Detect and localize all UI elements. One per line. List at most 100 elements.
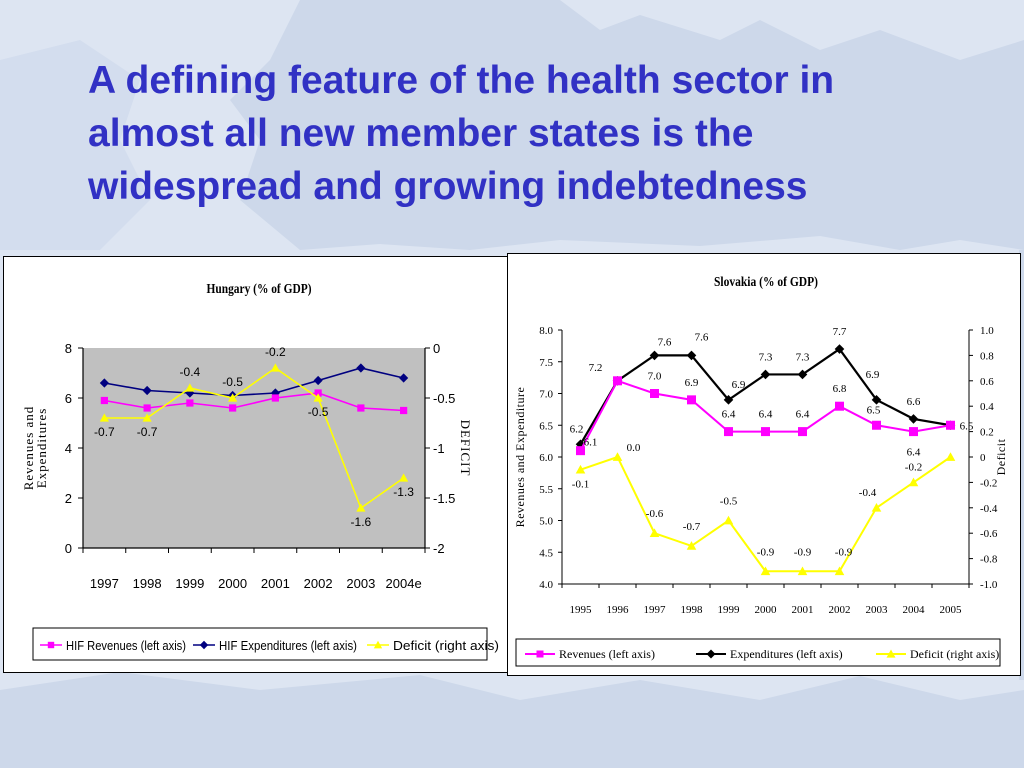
slovakia-data-label: -0.7 <box>683 521 701 533</box>
slovakia-data-label: 6.8 <box>833 383 847 395</box>
slovakia-data-point <box>872 420 881 430</box>
hungary-data-point <box>185 383 195 392</box>
hungary-legend-marker <box>47 641 55 649</box>
slovakia-data-point <box>576 446 585 456</box>
slovakia-data-label: -0.9 <box>835 546 853 558</box>
slovakia-right-tick-label: -1.0 <box>980 579 998 591</box>
hungary-x-tick-label: 2001 <box>261 576 290 591</box>
slovakia-data-point <box>724 427 733 437</box>
hungary-data-point <box>186 399 194 407</box>
slovakia-data-point <box>613 376 622 386</box>
hungary-legend-label: HIF Expenditures (left axis) <box>219 638 357 653</box>
slovakia-data-point <box>612 452 623 461</box>
slovakia-left-tick-label: 4.0 <box>539 579 553 591</box>
hungary-legend-marker <box>199 640 209 650</box>
slovakia-data-label: 7.6 <box>695 331 709 343</box>
slovakia-data-label: 6.1 <box>584 437 598 449</box>
slovakia-left-tick-label: 5.0 <box>539 516 553 528</box>
hungary-x-tick-label: 2000 <box>218 576 247 591</box>
slovakia-data-label: 6.5 <box>960 420 974 432</box>
slovakia-right-tick-label: -0.6 <box>980 528 998 540</box>
hungary-data-point <box>357 404 365 412</box>
slovakia-left-tick-label: 6.0 <box>539 452 553 464</box>
hungary-data-point <box>100 396 108 405</box>
hungary-data-point <box>99 413 109 422</box>
slovakia-data-label: 6.4 <box>722 409 736 421</box>
slovakia-x-tick-label: 2003 <box>866 604 889 616</box>
slovakia-x-tick-label: 1997 <box>644 604 667 616</box>
hungary-right-tick-label: -0.5 <box>433 391 455 406</box>
slovakia-legend-marker <box>886 649 896 658</box>
slovakia-chart-svg: Slovakia (% of GDP) 4.0 4.5 5.0 5.5 6.0 6.5 7.0… <box>513 275 1008 667</box>
slovakia-data-point <box>575 464 586 474</box>
hungary-chart-title: Hungary (% of GDP) <box>207 282 312 297</box>
slovakia-data-label: 7.6 <box>658 336 672 348</box>
slovakia-x-tick-label: 2000 <box>755 604 778 616</box>
slovakia-legend-marker <box>706 649 716 659</box>
slovakia-data-label: 6.9 <box>685 377 699 389</box>
slovakia-left-tick-label: 5.5 <box>539 484 553 496</box>
slovakia-data-point <box>797 566 808 576</box>
slovakia-x-tick-label: 2004 <box>903 604 926 616</box>
slovakia-left-tick-label: 7.0 <box>539 389 553 401</box>
hungary-data-label: -0.5 <box>308 405 329 419</box>
hungary-left-tick-label: 4 <box>65 441 72 456</box>
slovakia-data-label: 6.4 <box>907 447 921 459</box>
hungary-x-tick-label: 2003 <box>346 576 375 591</box>
hungary-y-axis-title-line2: Expenditures <box>34 408 49 489</box>
slovakia-legend-label: Expenditures (left axis) <box>730 647 843 661</box>
hungary-data-point <box>229 404 237 412</box>
slovakia-data-point <box>723 515 734 525</box>
hungary-left-tick-label: 6 <box>65 391 72 406</box>
slovakia-right-tick-label: -0.4 <box>980 503 998 515</box>
hungary-x-tick-label: 1999 <box>175 576 204 591</box>
hungary-y-axis-title: Revenues and <box>21 406 36 491</box>
hungary-data-point <box>143 404 151 412</box>
slovakia-data-label: 6.9 <box>732 379 746 391</box>
slovakia-right-tick-label: -0.8 <box>980 554 998 566</box>
hungary-data-point <box>313 375 323 386</box>
hungary-legend-marker <box>373 640 383 649</box>
hungary-right-tick-label: 0 <box>433 341 440 356</box>
slovakia-data-point <box>871 503 882 512</box>
hungary-legend-box <box>32 627 488 661</box>
slovakia-data-point <box>834 566 845 576</box>
hungary-plot-area <box>83 348 425 548</box>
slovakia-y2-axis-title: Deficit <box>994 438 1008 475</box>
slovakia-data-label: 6.4 <box>796 409 810 421</box>
slovakia-data-point <box>946 420 955 430</box>
hungary-series-line <box>104 392 404 412</box>
slovakia-data-point <box>761 427 770 437</box>
hungary-data-label: -0.7 <box>137 425 158 439</box>
slovakia-data-point <box>687 395 696 405</box>
slovakia-right-tick-label: 0.2 <box>980 427 994 439</box>
slovakia-data-label: 0.0 <box>627 442 641 454</box>
hungary-series-line <box>104 367 404 397</box>
slovakia-x-tick-label: 1995 <box>570 604 593 616</box>
map-landmass-north <box>230 0 1024 250</box>
hungary-left-tick-label: 2 <box>65 491 72 506</box>
slovakia-data-point <box>649 528 660 538</box>
hungary-data-label: -0.5 <box>222 375 243 389</box>
hungary-right-tick-label: -1.5 <box>433 491 455 506</box>
slovakia-data-label: 6.9 <box>866 369 880 381</box>
slovakia-chart-title: Slovakia (% of GDP) <box>714 275 818 290</box>
slovakia-x-tick-label: 2005 <box>940 604 963 616</box>
slovakia-right-tick-label: 0 <box>980 452 986 464</box>
slovakia-data-label: -0.9 <box>794 546 812 558</box>
slovakia-data-point <box>945 452 956 461</box>
slovakia-data-point <box>650 389 659 398</box>
slovakia-data-point <box>760 566 771 576</box>
hungary-x-tick-label: 2002 <box>304 576 333 591</box>
hungary-data-point <box>314 389 322 397</box>
hungary-data-label: -0.2 <box>265 345 286 359</box>
hungary-right-tick-label: -2 <box>433 541 445 556</box>
hungary-data-point <box>313 393 323 402</box>
slovakia-left-tick-label: 4.5 <box>539 547 553 559</box>
hungary-data-point <box>142 413 152 422</box>
hungary-data-label: -0.4 <box>180 365 201 379</box>
hungary-legend-label: Deficit (right axis) <box>393 638 499 653</box>
hungary-x-tick-label: 2004e <box>386 576 422 591</box>
slovakia-legend-label: Revenues (left axis) <box>559 647 655 661</box>
hungary-right-tick-label: -1 <box>433 441 445 456</box>
